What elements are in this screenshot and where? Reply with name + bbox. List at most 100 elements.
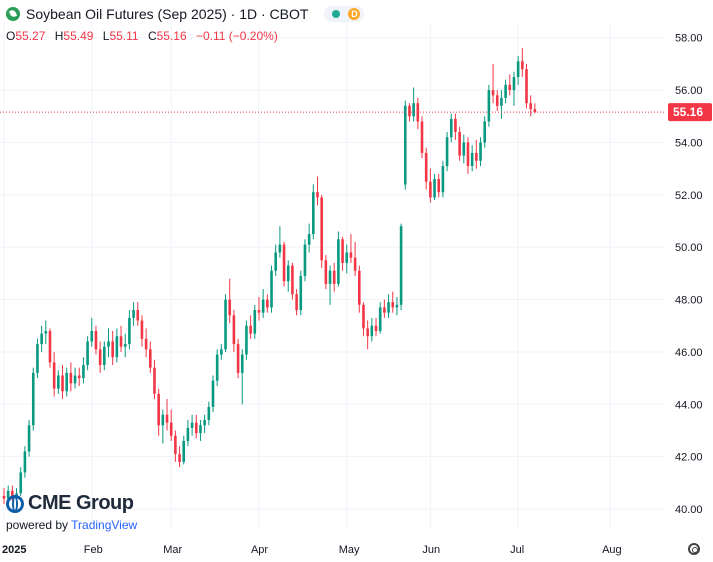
candle-body [500, 97, 503, 106]
candle-body [165, 414, 169, 423]
y-tick-label: 40.00 [675, 504, 703, 516]
candle-body [508, 84, 512, 91]
x-tick-label: Mar [163, 544, 182, 556]
candle-body [337, 239, 340, 284]
tradingview-link[interactable]: TradingView [71, 518, 138, 532]
candle-body [349, 252, 353, 258]
candle-body [399, 226, 403, 305]
candle-body [36, 344, 39, 373]
candle-body [424, 152, 428, 182]
last-price-label: 55.16 [668, 103, 712, 122]
candle-body [240, 354, 244, 373]
candle-body [253, 310, 257, 334]
x-tick-label: Jul [510, 544, 524, 556]
y-tick-label: 56.00 [675, 85, 703, 97]
candle-body [211, 380, 215, 407]
candle-body [94, 330, 98, 350]
globe-icon [6, 494, 24, 513]
candle-body [232, 315, 236, 345]
candle-body [491, 90, 495, 96]
y-axis: 40.00 42.00 44.00 46.00 48.00 50.00 52.00 54.00… [675, 33, 703, 516]
x-tick-label: Feb [84, 544, 103, 556]
candle-body [299, 276, 303, 311]
open-label: O [6, 29, 16, 43]
candle-body [274, 252, 277, 271]
candle-body [90, 330, 94, 342]
candle-body [286, 265, 290, 282]
candle-body [149, 349, 152, 368]
y-tick-label: 42.00 [675, 452, 703, 464]
candle-body [387, 302, 390, 313]
candle-body [236, 344, 240, 373]
candle-body [220, 349, 223, 355]
candle-body [412, 103, 415, 117]
candle-body [119, 336, 123, 347]
candle-body [98, 349, 102, 366]
candle-body [366, 328, 369, 337]
close-value: 55.16 [156, 29, 187, 43]
candle-body [512, 76, 516, 91]
x-tick-label: Jun [422, 544, 440, 556]
cme-logo-text: CME Group [28, 492, 134, 514]
symbol-title[interactable]: Soybean Oil Futures (Sep 2025) · 1D · CB… [26, 6, 309, 22]
powered-by-tradingview[interactable]: powered by TradingView [6, 518, 137, 532]
gear-icon[interactable] [688, 543, 700, 555]
market-open-dot-icon [332, 10, 341, 18]
candle-body [261, 299, 265, 313]
candle-body [61, 375, 64, 392]
candle-body [312, 192, 315, 235]
close-label: C [147, 29, 157, 43]
candle-body [123, 344, 127, 347]
candle-body [107, 341, 110, 347]
candle-body [178, 454, 181, 462]
candle-body [458, 131, 461, 156]
candle-body [77, 375, 81, 379]
candle-body [395, 304, 399, 308]
candle-body [341, 239, 344, 263]
candle-body [370, 325, 374, 337]
candle-body [57, 375, 60, 389]
candle-body [249, 325, 252, 334]
x-tick-label: May [339, 544, 360, 556]
candle-body [345, 252, 349, 263]
candle-body [103, 346, 106, 366]
candle-body [454, 118, 457, 132]
candle-body [132, 310, 135, 318]
candle-body [449, 118, 453, 138]
candle-body [353, 257, 357, 271]
candle-body [2, 495, 6, 499]
candle-body [44, 330, 48, 334]
x-tick-label: Apr [251, 544, 268, 556]
market-status-badges[interactable]: D [324, 6, 365, 22]
candle-body [307, 234, 311, 245]
candle-body [278, 244, 282, 253]
candle-body [295, 294, 298, 311]
candle-body [487, 90, 491, 122]
high-value: 55.49 [63, 29, 94, 43]
candle-body [320, 197, 323, 261]
high-label: H [54, 29, 64, 43]
candle-body [266, 299, 269, 308]
candle-body [115, 336, 119, 358]
candle-body [270, 270, 273, 308]
candle-body [408, 105, 411, 117]
last-price-value: 55.16 [673, 105, 703, 119]
x-tick-label: 2025 [2, 544, 26, 556]
candle-body [445, 137, 449, 167]
candle-body [27, 425, 31, 452]
candle-body [470, 152, 474, 167]
delayed-data-badge[interactable]: D [348, 8, 361, 20]
candle-body [73, 375, 77, 384]
candle-body [65, 372, 68, 392]
cme-group-logo[interactable]: CME Group [6, 492, 134, 515]
candle-body [332, 270, 336, 284]
y-tick-label: 46.00 [675, 347, 703, 359]
candle-body [420, 121, 424, 153]
candle-body [462, 142, 466, 156]
candle-body [479, 142, 482, 161]
candle-body [525, 69, 528, 104]
candle-body [483, 121, 486, 143]
candle-body [136, 310, 140, 321]
candles-layer [2, 48, 537, 504]
